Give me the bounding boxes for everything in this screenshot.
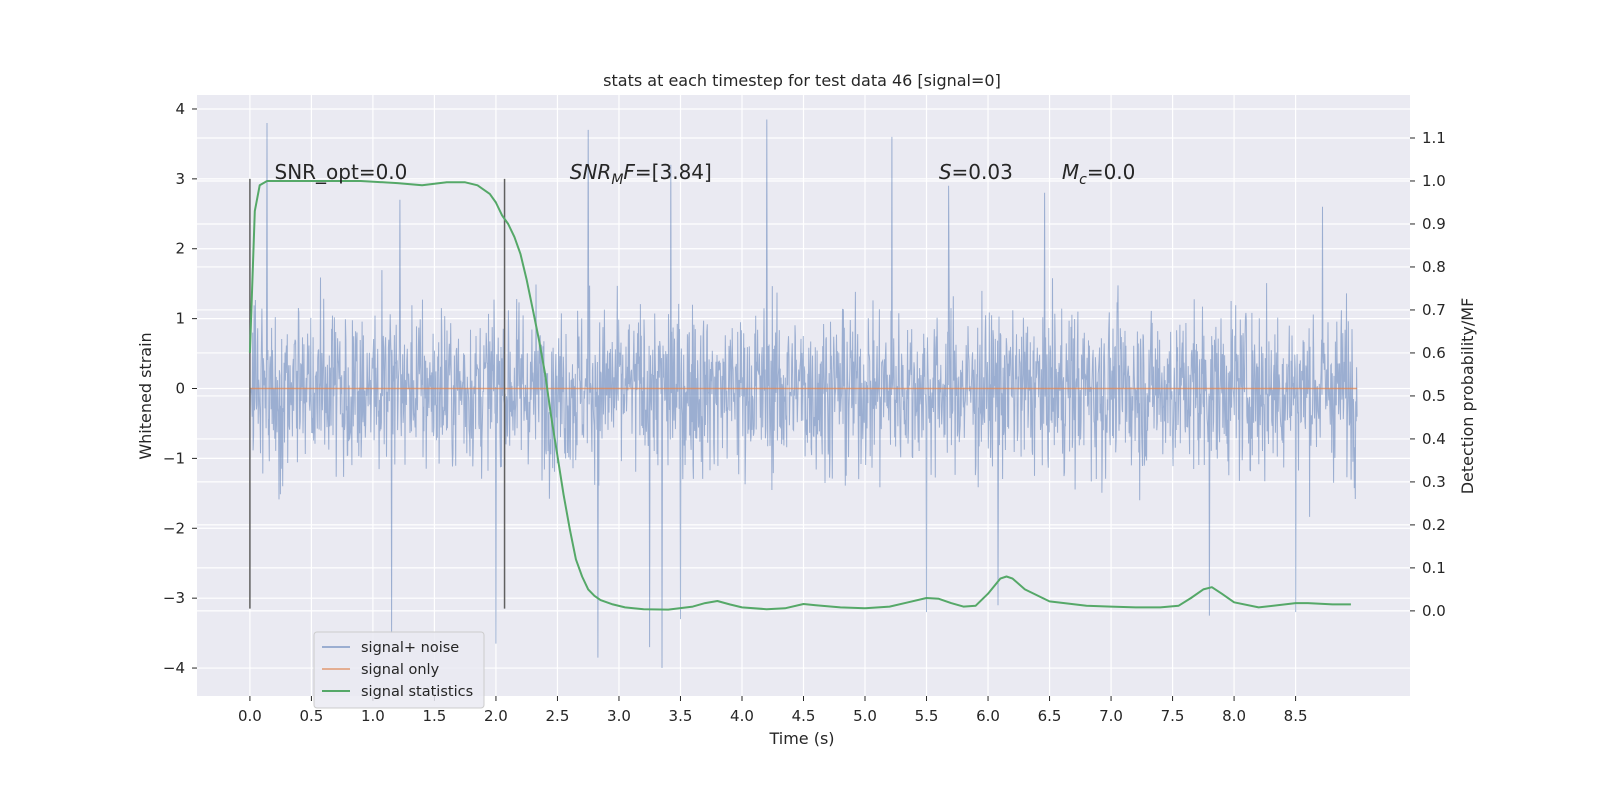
y-tick-label: −2 xyxy=(163,519,185,537)
y-tick-label: −1 xyxy=(163,449,185,467)
y-tick-label: 4 xyxy=(175,100,185,118)
legend-box xyxy=(313,631,485,709)
x-tick-label: 4.5 xyxy=(792,707,816,725)
grid-lines xyxy=(197,95,1410,696)
y2-tick-label: 0.2 xyxy=(1422,516,1446,534)
y2-tick-label: 0.6 xyxy=(1422,344,1446,362)
x-tick-label: 7.5 xyxy=(1161,707,1185,725)
y-tick-label: −3 xyxy=(163,589,185,607)
x-tick-label: 8.5 xyxy=(1284,707,1308,725)
y2-tick-label: 1.1 xyxy=(1422,129,1446,147)
x-tick-label: 1.0 xyxy=(361,707,385,725)
x-tick-label: 6.0 xyxy=(976,707,1000,725)
annotation-text: SNR_opt=0.0 xyxy=(275,160,408,184)
y2-tick-label: 0.3 xyxy=(1422,473,1446,491)
legend-label-stats: signal statistics xyxy=(361,684,473,700)
y2-tick-label: 1.0 xyxy=(1422,172,1446,190)
y-tick-label: 0 xyxy=(175,380,185,398)
window-markers xyxy=(249,178,506,609)
x-tick-label: 2.0 xyxy=(484,707,508,725)
annotation-text: S=0.03 xyxy=(939,160,1013,184)
x-tick-label: 3.5 xyxy=(669,707,693,725)
x-tick-label: 4.0 xyxy=(730,707,754,725)
y-axis-ticks: −4 −3 −2 −1 0 1 2 3 4 xyxy=(163,100,197,677)
y-tick-label: 2 xyxy=(175,240,185,258)
x-tick-label: 8.0 xyxy=(1222,707,1246,725)
y2-tick-label: 0.7 xyxy=(1422,301,1446,319)
y2-tick-label: 0.8 xyxy=(1422,258,1446,276)
x-tick-label: 2.5 xyxy=(546,707,570,725)
x-tick-label: 1.5 xyxy=(423,707,447,725)
x-tick-label: 6.5 xyxy=(1038,707,1062,725)
chart-title: stats at each timestep for test data 46 … xyxy=(603,71,1001,90)
y2-tick-label: 0.1 xyxy=(1422,559,1446,577)
annotations: SNR_opt=0.0 SNRMF=[3.84] S=0.03 Mc=0.0 xyxy=(275,160,1136,188)
signal-noise-line xyxy=(249,119,1358,669)
y2-axis-ticks: 0.0 0.1 0.2 0.3 0.4 0.5 0.6 0.7 0.8 0.9 1.0 1.1 xyxy=(1410,129,1446,620)
x-tick-label: 0.0 xyxy=(238,707,262,725)
signal-statistics-series xyxy=(248,180,1351,611)
y2-tick-label: 0.5 xyxy=(1422,387,1446,405)
x-tick-label: 5.0 xyxy=(853,707,877,725)
y-tick-label: 1 xyxy=(175,310,185,328)
y2-tick-label: 0.0 xyxy=(1422,602,1446,620)
x-axis-ticks: 0.0 0.5 1.0 1.5 2.0 2.5 3.0 3.5 4.0 4.5 5.0 5.5 6.0 6… xyxy=(238,696,1308,725)
y2-tick-label: 0.9 xyxy=(1422,215,1446,233)
y2-tick-label: 0.4 xyxy=(1422,430,1446,448)
y-tick-label: −4 xyxy=(163,659,185,677)
x-axis-label: Time (s) xyxy=(768,729,834,748)
annotation-text: SNRMF=[3.84] xyxy=(570,160,712,188)
signal-statistics-line xyxy=(248,180,1351,611)
y-tick-label: 3 xyxy=(175,170,185,188)
legend: signal+ noise signal only signal statist… xyxy=(313,631,485,709)
y2-axis-label: Detection probability/MF xyxy=(1458,298,1477,495)
x-tick-label: 5.5 xyxy=(915,707,939,725)
annotation-text: Mc=0.0 xyxy=(1062,160,1136,188)
legend-label-signal: signal only xyxy=(361,662,440,678)
x-tick-label: 3.0 xyxy=(607,707,631,725)
signal-noise-series xyxy=(249,119,1358,669)
y-axis-label: Whitened strain xyxy=(136,332,155,459)
x-tick-label: 0.5 xyxy=(299,707,323,725)
x-tick-label: 7.0 xyxy=(1099,707,1123,725)
legend-label-noise: signal+ noise xyxy=(361,640,459,656)
